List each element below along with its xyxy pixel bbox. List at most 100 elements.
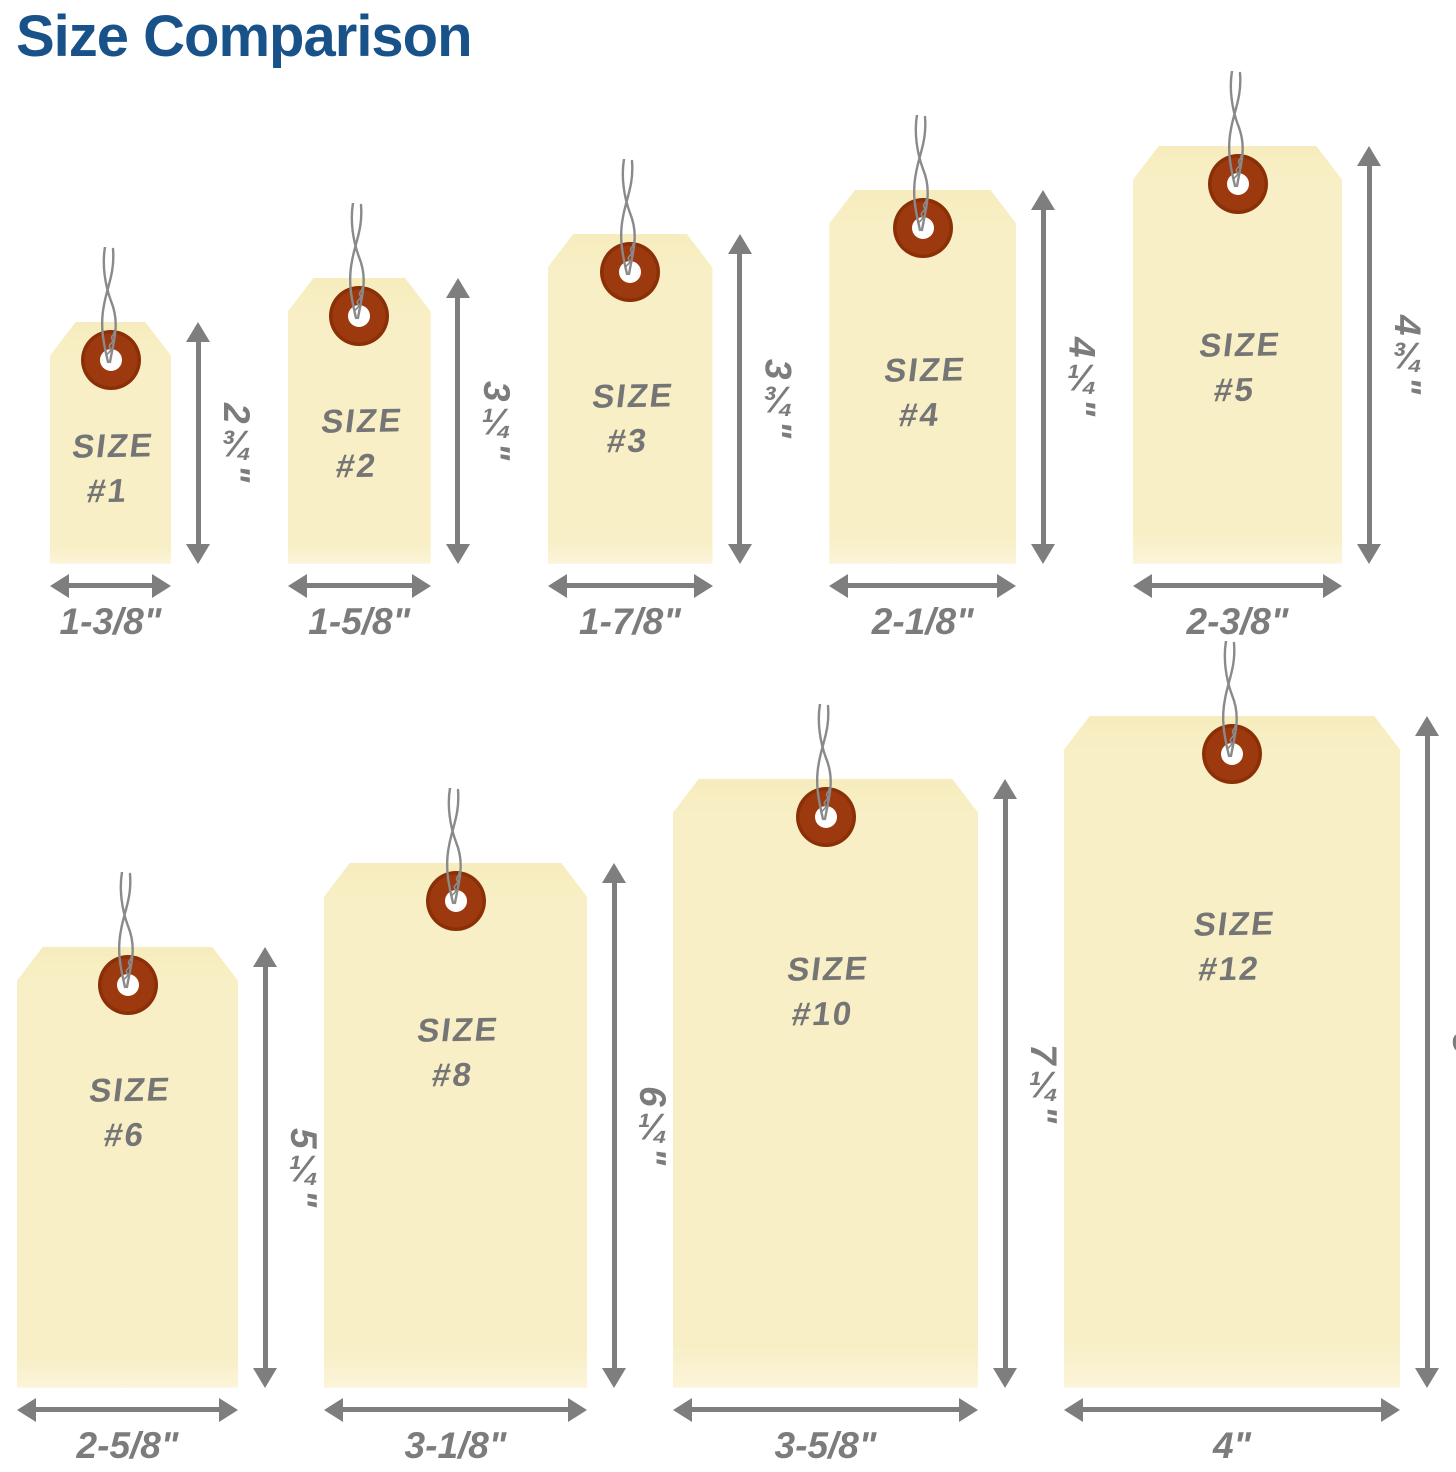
- horizontal-arrow-icon: [1133, 573, 1342, 598]
- tag-stage: SIZE #4: [829, 114, 1016, 564]
- tag-unit-size-10: SIZE #10 3-5/8" 7¼": [673, 703, 1064, 1466]
- grommet-icon: [98, 955, 158, 1015]
- horizontal-arrow-icon: [673, 1397, 978, 1422]
- shipping-tag: SIZE #6: [17, 947, 238, 1388]
- tag-column: SIZE #8 3-1/8": [324, 787, 587, 1466]
- width-label: 1-7/8": [579, 600, 681, 642]
- size-word: SIZE: [415, 1009, 502, 1049]
- tag-stage: SIZE #12: [1064, 640, 1400, 1388]
- width-dimension: 3-5/8": [673, 1388, 978, 1466]
- tag-column: SIZE #4 2-1/8": [829, 114, 1017, 642]
- size-number: #10: [789, 994, 856, 1033]
- tag-stage: SIZE #8: [324, 787, 587, 1388]
- tag-column: SIZE #3 1-7/8": [547, 158, 713, 642]
- tag-unit-size-12: SIZE #12 4" 8": [1064, 640, 1456, 1466]
- width-dimension: 2-1/8": [829, 564, 1017, 642]
- vertical-arrow-icon: [1414, 715, 1440, 1388]
- grommet-hole: [348, 305, 370, 327]
- height-dimension: 6¼": [601, 862, 673, 1388]
- grommet-icon: [329, 286, 389, 346]
- height-dimension: 3¼": [445, 277, 517, 564]
- size-number: #8: [430, 1054, 476, 1093]
- tag-stage: SIZE #10: [673, 703, 978, 1388]
- tag-column: SIZE #10 3-5/8": [673, 703, 978, 1466]
- width-label: 2-1/8": [871, 600, 974, 642]
- height-dimension: 3¾": [727, 233, 799, 564]
- tag-unit-size-2: SIZE #2 1-5/8" 3¼": [287, 202, 517, 642]
- grommet-hole: [912, 217, 934, 239]
- tag-stage: SIZE #5: [1133, 70, 1342, 564]
- height-dimension: 5¼": [252, 946, 324, 1388]
- vertical-arrow-icon: [992, 778, 1018, 1388]
- height-label: 3¾": [757, 359, 799, 439]
- height-label: 4¼": [1061, 337, 1103, 417]
- tag-size-label: SIZE #3: [542, 374, 718, 461]
- grommet-hole: [619, 261, 641, 283]
- tag-unit-size-8: SIZE #8 3-1/8" 6¼": [324, 787, 673, 1466]
- grommet-icon: [426, 871, 486, 931]
- size-number: #6: [102, 1115, 148, 1154]
- shipping-tag: SIZE #10: [673, 779, 978, 1388]
- shipping-tag: SIZE #5: [1133, 146, 1342, 564]
- tag-row-large-sizes: SIZE #6 2-5/8" 5¼": [0, 640, 1456, 1466]
- height-dimension: 8": [1414, 715, 1456, 1388]
- size-number: #5: [1212, 370, 1258, 409]
- width-dimension: 3-1/8": [324, 1388, 587, 1466]
- tag-unit-size-4: SIZE #4 2-1/8" 4¼": [829, 114, 1103, 642]
- shipping-tag: SIZE #2: [288, 278, 431, 564]
- width-label: 1-5/8": [308, 600, 411, 642]
- width-dimension: 4": [1064, 1388, 1400, 1466]
- grommet-icon: [1202, 724, 1262, 784]
- vertical-arrow-icon: [252, 946, 278, 1388]
- size-number: #2: [333, 445, 380, 484]
- height-dimension: 7¼": [992, 778, 1064, 1388]
- horizontal-arrow-icon: [547, 573, 713, 598]
- shipping-tag: SIZE #8: [324, 863, 587, 1388]
- width-dimension: 1-3/8": [50, 564, 171, 642]
- tag-unit-size-1: SIZE #1 1-3/8" 2¾": [50, 246, 257, 642]
- height-dimension: 4¾": [1356, 145, 1428, 564]
- grommet-hole: [445, 890, 467, 912]
- page-title: Size Comparison: [16, 4, 473, 69]
- grommet-icon: [893, 198, 953, 258]
- grommet-hole: [100, 349, 122, 371]
- tag-column: SIZE #12 4": [1064, 640, 1400, 1466]
- size-number: #4: [897, 395, 943, 434]
- vertical-arrow-icon: [445, 277, 471, 564]
- width-dimension: 2-3/8": [1133, 564, 1342, 642]
- grommet-hole: [1221, 743, 1243, 765]
- horizontal-arrow-icon: [829, 573, 1017, 598]
- width-label: 4": [1212, 1424, 1252, 1466]
- tag-column: SIZE #5 2-3/8": [1133, 70, 1342, 642]
- grommet-hole: [117, 974, 139, 996]
- height-label: 3¼": [475, 381, 517, 461]
- tag-size-label: SIZE #8: [319, 1007, 593, 1096]
- shipping-tag: SIZE #4: [829, 190, 1016, 564]
- shipping-tag: SIZE #12: [1064, 716, 1400, 1388]
- tag-size-label: SIZE #2: [282, 399, 436, 486]
- size-number: #3: [604, 420, 650, 459]
- tag-unit-size-3: SIZE #3 1-7/8" 3¾": [547, 158, 799, 642]
- size-word: SIZE: [589, 375, 676, 415]
- tag-size-label: SIZE #1: [45, 425, 177, 511]
- horizontal-arrow-icon: [287, 573, 431, 598]
- horizontal-arrow-icon: [17, 1397, 238, 1422]
- tag-column: SIZE #6 2-5/8": [17, 871, 238, 1466]
- horizontal-arrow-icon: [50, 573, 171, 598]
- tag-size-label: SIZE #5: [1128, 324, 1348, 412]
- tag-column: SIZE #2 1-5/8": [287, 202, 431, 642]
- vertical-arrow-icon: [1030, 189, 1056, 564]
- width-label: 2-3/8": [1186, 600, 1289, 642]
- grommet-icon: [600, 242, 660, 302]
- grommet-icon: [1208, 154, 1268, 214]
- height-label: 5¼": [283, 1127, 324, 1207]
- vertical-arrow-icon: [601, 862, 627, 1388]
- tag-unit-size-5: SIZE #5 2-3/8" 4¾": [1133, 70, 1428, 642]
- grommet-icon: [81, 330, 141, 390]
- tag-size-label: SIZE #6: [12, 1068, 244, 1156]
- height-dimension: 4¼": [1030, 189, 1103, 564]
- height-label: 8": [1445, 1032, 1456, 1071]
- vertical-arrow-icon: [185, 321, 211, 564]
- tag-size-label: SIZE #10: [667, 946, 983, 1035]
- size-word: SIZE: [87, 1070, 174, 1109]
